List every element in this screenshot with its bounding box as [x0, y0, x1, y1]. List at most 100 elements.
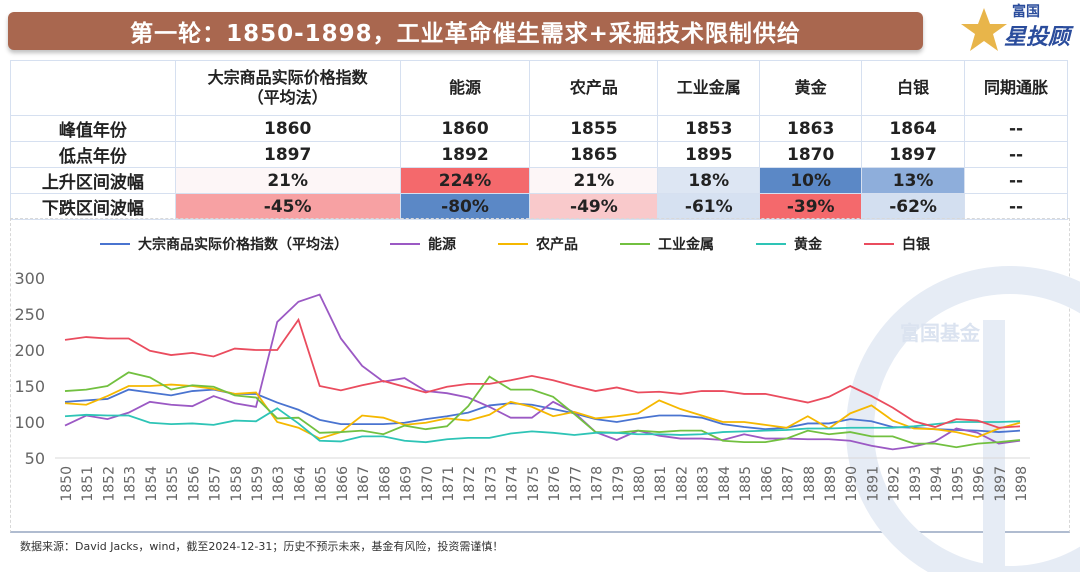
summary-table: 大宗商品实际价格指数（平均法） 能源 农产品 工业金属 黄金 白银 同期通胀 峰值年份 186… — [10, 60, 1068, 220]
x-tick-label: 1882 — [674, 466, 690, 502]
x-tick-label: 1897 — [993, 466, 1009, 502]
x-tick-label: 1864 — [292, 466, 308, 502]
series-line-5 — [64, 317, 1021, 429]
x-tick-label: 1865 — [314, 466, 330, 502]
x-tick-label: 1857 — [208, 466, 224, 502]
y-tick-label: 250 — [14, 305, 45, 324]
legend-swatch — [498, 243, 528, 245]
table-cell: -45% — [174, 193, 401, 220]
chart-legend: 大宗商品实际价格指数（平均法） 能源 农产品 工业金属 黄金 白银 — [100, 234, 972, 254]
series-line-4 — [64, 407, 1021, 444]
title-banner: 第一轮：1850-1898，工业革命催生需求+采掘技术限制供给 — [8, 12, 923, 50]
table-cell: 1897 — [174, 141, 401, 168]
table-cell: -61% — [657, 193, 761, 220]
table-cell: 1860 — [399, 115, 531, 142]
x-tick-label: 1866 — [335, 466, 351, 502]
series-line-1 — [64, 293, 1021, 451]
legend-label: 农产品 — [536, 237, 578, 253]
y-tick-label: 100 — [14, 413, 45, 432]
x-tick-label: 1874 — [505, 466, 521, 502]
source-note: 数据来源：David Jacks，wind，截至2024-12-31；历史不预示… — [20, 540, 504, 553]
table-cell: -- — [964, 141, 1068, 168]
x-tick-label: 1869 — [399, 466, 415, 502]
watermark-ring — [846, 266, 1080, 572]
x-tick-label: 1872 — [462, 466, 478, 502]
page-title: 第一轮：1850-1898，工业革命催生需求+采掘技术限制供给 — [130, 21, 801, 47]
legend-swatch — [756, 243, 786, 245]
x-tick-label: 1891 — [865, 466, 881, 502]
x-tick-label: 1873 — [483, 466, 499, 502]
table-cell: 21% — [529, 167, 659, 194]
x-tick-label: 1894 — [929, 466, 945, 502]
x-tick-label: 1871 — [441, 466, 457, 502]
table-cell: -- — [964, 115, 1068, 142]
x-tick-label: 1870 — [420, 466, 436, 502]
y-tick-label: 200 — [14, 341, 45, 360]
table-header-row: 大宗商品实际价格指数（平均法） 能源 农产品 工业金属 黄金 白银 同期通胀 — [10, 60, 1068, 116]
y-tick-label: 50 — [25, 449, 45, 468]
table-cell: 1892 — [399, 141, 531, 168]
x-tick-label: 1850 — [59, 466, 75, 502]
legend-item: 农产品 — [498, 234, 578, 254]
legend-swatch — [390, 243, 420, 245]
legend-label: 黄金 — [794, 237, 822, 253]
legend-swatch — [620, 243, 650, 245]
x-tick-label: 1879 — [611, 466, 627, 502]
table-cell: -- — [964, 167, 1068, 194]
column-header: 同期通胀 — [964, 60, 1068, 116]
table-cell: -39% — [759, 193, 863, 220]
x-tick-label: 1859 — [250, 466, 266, 502]
x-tick-label: 1878 — [590, 466, 606, 502]
table-row: 峰值年份 1860 1860 1855 1853 1863 1864 -- — [10, 115, 1068, 142]
table-cell: 1864 — [861, 115, 966, 142]
x-tick-label: 1880 — [632, 466, 648, 502]
y-tick-label: 150 — [14, 377, 45, 396]
x-tick-label: 1886 — [759, 466, 775, 502]
star-icon — [961, 8, 1007, 51]
x-tick-label: 1876 — [547, 466, 563, 502]
table-cell: 1863 — [759, 115, 863, 142]
row-label: 上升区间波幅 — [10, 167, 176, 194]
watermark-bar — [983, 320, 1005, 570]
x-tick-label: 1892 — [887, 466, 903, 502]
legend-swatch — [100, 243, 130, 245]
x-tick-label: 1855 — [165, 466, 181, 502]
legend-label: 大宗商品实际价格指数（平均法） — [138, 237, 348, 253]
column-header: 工业金属 — [657, 60, 761, 116]
legend-item: 工业金属 — [620, 234, 714, 254]
table-cell: 18% — [657, 167, 761, 194]
x-tick-label: 1863 — [271, 466, 287, 502]
table-cell: -49% — [529, 193, 659, 220]
chart-area — [10, 218, 1070, 533]
legend-label: 白银 — [902, 237, 930, 253]
x-tick-label: 1868 — [377, 466, 393, 502]
row-label: 下跌区间波幅 — [10, 193, 176, 220]
x-tick-label: 1854 — [144, 466, 160, 502]
logo-line1: 富国 — [1012, 4, 1040, 20]
x-tick-label: 1888 — [802, 466, 818, 502]
x-tick-label: 1895 — [950, 466, 966, 502]
table-cell: 224% — [399, 167, 531, 194]
series-line-3 — [64, 371, 1021, 449]
legend-swatch — [864, 243, 894, 245]
x-tick-label: 1898 — [1014, 466, 1030, 502]
row-label: 低点年份 — [10, 141, 176, 168]
x-tick-label: 1884 — [717, 466, 733, 502]
column-header: 农产品 — [529, 60, 659, 116]
legend-label: 能源 — [428, 237, 456, 253]
table-row: 下跌区间波幅 -45% -80% -49% -61% -39% -62% -- — [10, 193, 1068, 220]
table-cell: -80% — [399, 193, 531, 220]
x-tick-label: 1893 — [908, 466, 924, 502]
legend-item: 能源 — [390, 234, 456, 254]
legend-item: 白银 — [864, 234, 930, 254]
x-tick-label: 1867 — [356, 466, 372, 502]
y-tick-label: 300 — [14, 269, 45, 288]
brand-logo: 富国 星投顾 — [960, 4, 1078, 58]
x-tick-label: 1889 — [823, 466, 839, 502]
logo-line2: 星投顾 — [1004, 25, 1071, 50]
table-cell: 1860 — [174, 115, 401, 142]
x-tick-label: 1858 — [229, 466, 245, 502]
column-header: 黄金 — [759, 60, 863, 116]
